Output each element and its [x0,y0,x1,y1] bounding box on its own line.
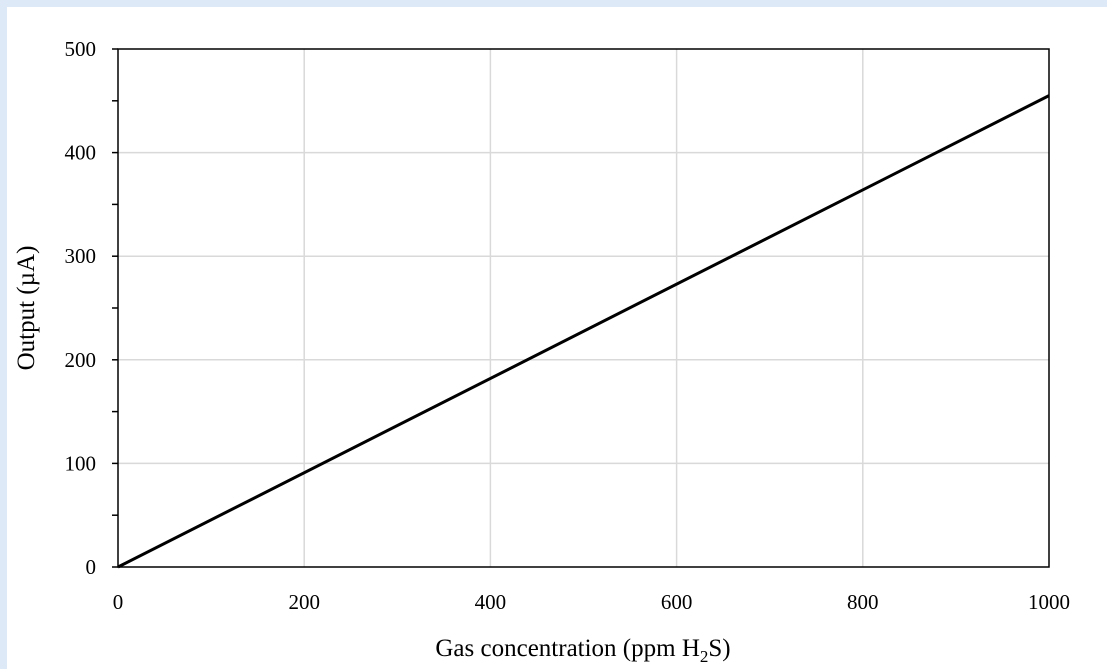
x-tick-label-400: 400 [475,590,507,614]
x-tick-label-800: 800 [847,590,879,614]
x-tick-label-200: 200 [288,590,320,614]
y-axis-title: Output (µA) [13,246,40,371]
tick-labels: 0 200 400 600 800 1000 0 100 200 300 400 500 [65,37,1071,614]
plot-frame [117,48,1050,568]
x-tick-label-0: 0 [113,590,124,614]
x-tick-label-1000: 1000 [1028,590,1070,614]
y-tick-label-100: 100 [65,451,97,475]
series-layer [117,94,1050,569]
x-axis-title: Gas concentration (ppm H2S) [435,635,730,666]
y-tick-label-0: 0 [86,555,97,579]
x-tick-label-600: 600 [661,590,693,614]
y-tick-label-200: 200 [65,348,97,372]
y-tick-label-300: 300 [65,244,97,268]
y-tick-label-400: 400 [65,141,97,165]
chart-card [7,7,1107,669]
gridlines [118,49,1049,567]
axes [112,48,1050,568]
y-tick-label-500: 500 [65,37,97,61]
series-line-0 [117,94,1050,569]
